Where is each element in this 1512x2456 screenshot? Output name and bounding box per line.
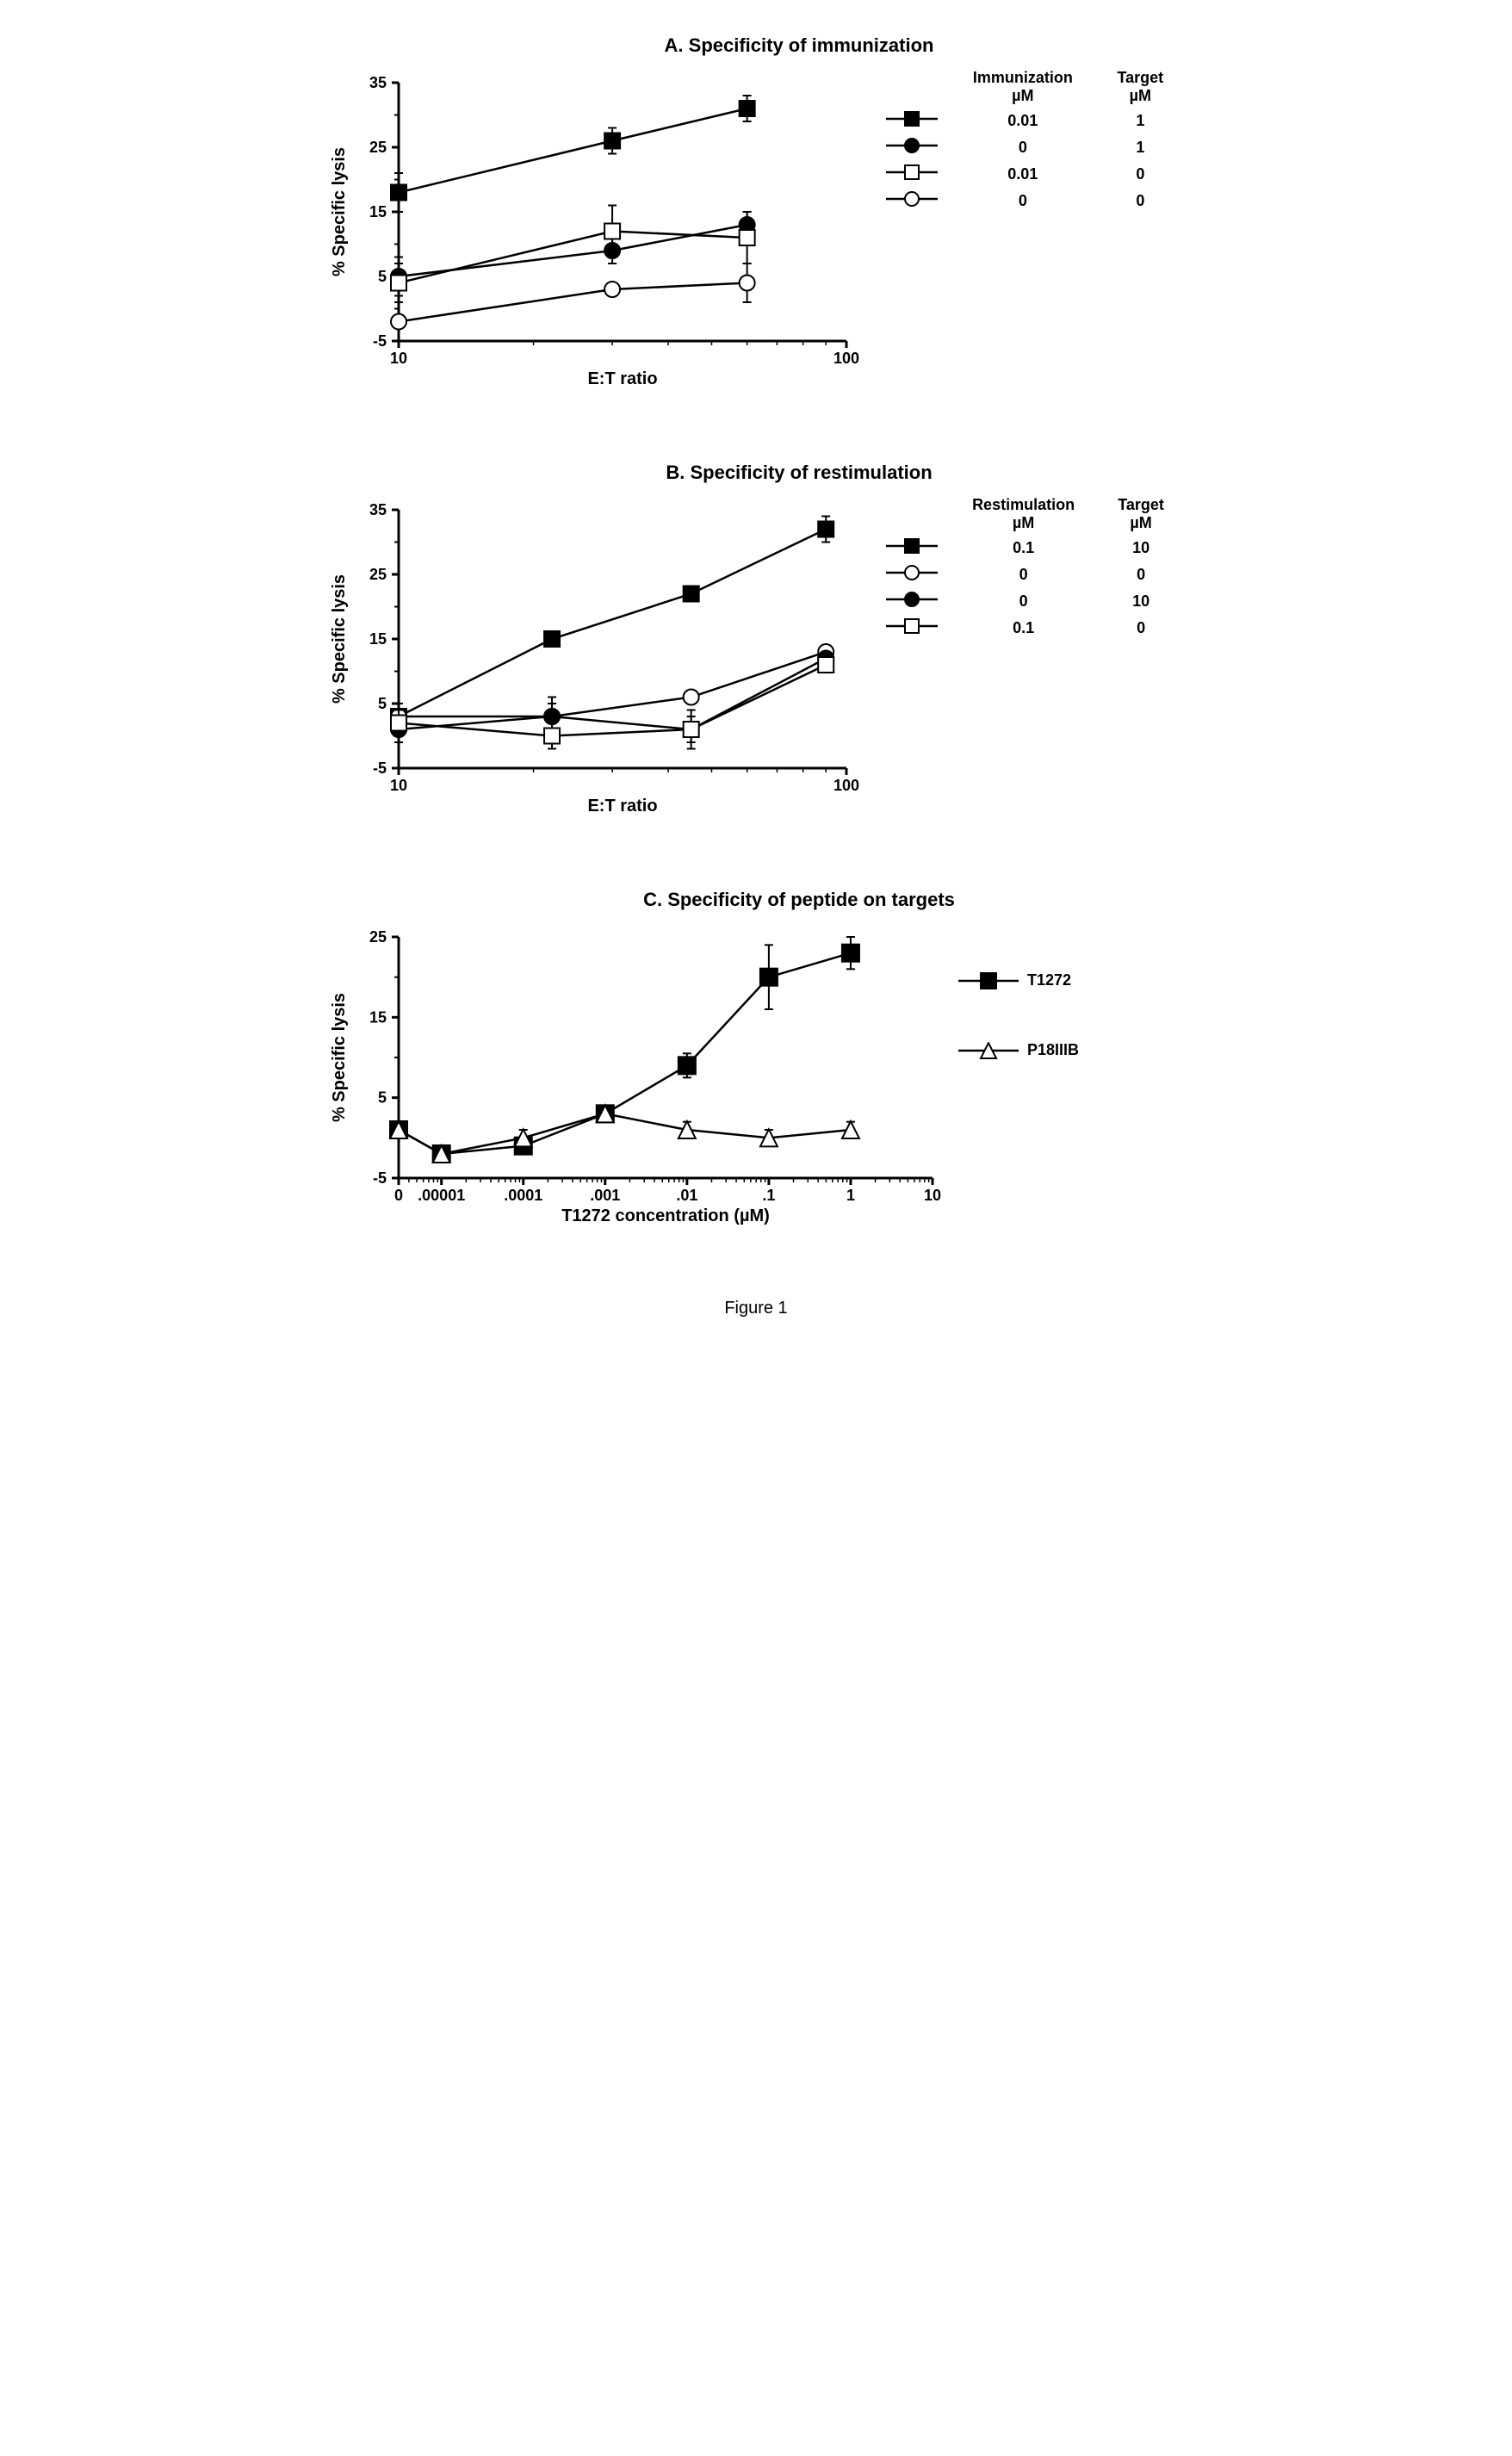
svg-text:10: 10 [390, 350, 407, 367]
svg-text:15: 15 [369, 630, 387, 648]
svg-text:% Specific lysis: % Specific lysis [330, 574, 349, 704]
svg-text:15: 15 [369, 203, 387, 220]
panel-a-legend: Immunization µMTarget µM0.011010.01000 [872, 65, 1187, 215]
svg-text:E:T ratio: E:T ratio [587, 797, 657, 816]
panel-a-chart: -5 5 15 25 35 10 100 % Specific lysis E:T ratio [325, 65, 864, 393]
svg-text:.0001: .0001 [504, 1187, 542, 1204]
svg-text:25: 25 [369, 139, 387, 156]
panel-a: A. Specificity of immunization -5 5 15 25 35… [325, 34, 1187, 393]
svg-text:5: 5 [378, 1089, 387, 1107]
svg-text:% Specific lysis: % Specific lysis [330, 993, 349, 1122]
svg-text:5: 5 [378, 695, 387, 712]
svg-text:1: 1 [846, 1187, 855, 1204]
panel-c-chart: -5 5 15 25 0 .00001 .0001 .001 .01 .1 1 10 % Specifi… [325, 920, 950, 1230]
figure-caption: Figure 1 [325, 1299, 1187, 1318]
svg-text:100: 100 [833, 777, 859, 794]
panel-c-title: C. Specificity of peptide on targets [412, 889, 1187, 911]
panel-c-legend: T1272P18IIIB [958, 971, 1079, 1111]
svg-text:% Specific lysis: % Specific lysis [330, 147, 349, 276]
svg-text:25: 25 [369, 566, 387, 583]
svg-text:.01: .01 [676, 1187, 697, 1204]
svg-text:.1: .1 [762, 1187, 775, 1204]
svg-text:.00001: .00001 [418, 1187, 465, 1204]
panel-b-legend: Restimulation µMTarget µM0.110000100.10 [872, 493, 1187, 642]
svg-text:-5: -5 [373, 1169, 387, 1187]
svg-text:-5: -5 [373, 332, 387, 350]
svg-text:T1272 concentration (µM): T1272 concentration (µM) [561, 1206, 770, 1225]
svg-text:35: 35 [369, 74, 387, 91]
svg-text:15: 15 [369, 1008, 387, 1026]
svg-text:-5: -5 [373, 760, 387, 777]
svg-text:10: 10 [390, 777, 407, 794]
svg-text:100: 100 [833, 350, 859, 367]
panel-b-title: B. Specificity of restimulation [412, 462, 1187, 484]
svg-text:0: 0 [394, 1187, 403, 1204]
svg-text:35: 35 [369, 501, 387, 518]
figure-container: A. Specificity of immunization -55152535… [325, 34, 1187, 1318]
svg-text:.001: .001 [590, 1187, 620, 1204]
svg-text:10: 10 [924, 1187, 941, 1204]
svg-text:5: 5 [378, 268, 387, 285]
svg-text:E:T ratio: E:T ratio [587, 369, 657, 388]
svg-text:25: 25 [369, 928, 387, 946]
panel-b-chart: -5 5 15 25 35 10 100 % Specific lysis E:T ratio [325, 493, 864, 820]
panel-b: B. Specificity of restimulation -5 5 15 25 3… [325, 462, 1187, 820]
panel-c: C. Specificity of peptide on targets -5 5… [325, 889, 1187, 1230]
panel-a-title: A. Specificity of immunization [412, 34, 1187, 57]
